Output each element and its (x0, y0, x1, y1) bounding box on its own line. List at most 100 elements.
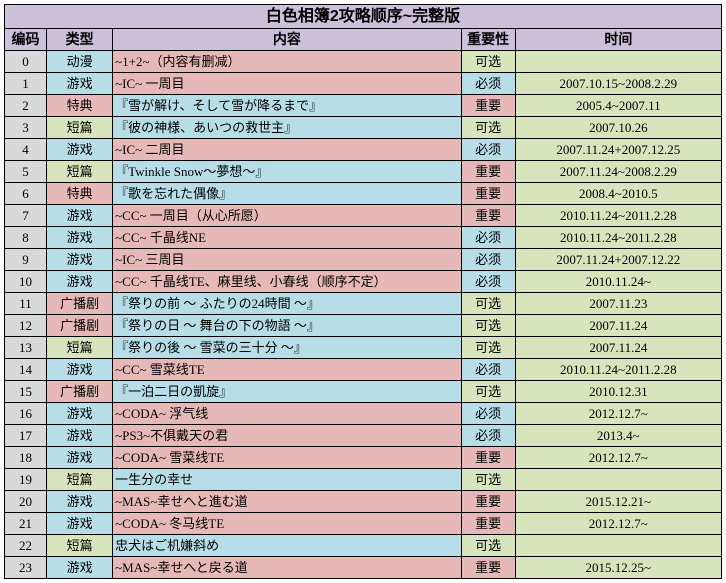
header-imp: 重要性 (461, 29, 515, 51)
cell-id: 7 (5, 205, 47, 227)
cell-content: 『Twinkle Snow～夢想～』 (113, 161, 461, 183)
header-id: 编码 (5, 29, 47, 51)
cell-id: 16 (5, 403, 47, 425)
cell-id: 13 (5, 337, 47, 359)
header-time: 时间 (515, 29, 721, 51)
cell-type: 短篇 (47, 337, 113, 359)
cell-time: 2010.12.31 (515, 381, 721, 403)
guide-table: 白色相簿2攻略顺序~完整版 编码 类型 内容 重要性 时间 0动漫~1+2~（内… (4, 4, 722, 579)
cell-content: 『一泊二日の凱旋』 (113, 381, 461, 403)
cell-importance: 必须 (461, 227, 515, 249)
cell-type: 广播剧 (47, 315, 113, 337)
cell-content: 『彼の神様、あいつの救世主』 (113, 117, 461, 139)
cell-content: ~IC~ 二周目 (113, 139, 461, 161)
cell-importance: 必须 (461, 425, 515, 447)
cell-importance: 可选 (461, 381, 515, 403)
cell-id: 4 (5, 139, 47, 161)
table-row: 12广播剧『祭りの日 ～ 舞台の下の物語 ～』可选2007.11.24 (5, 315, 722, 337)
cell-id: 3 (5, 117, 47, 139)
cell-content: ~CC~ 雪菜线TE (113, 359, 461, 381)
cell-time: 2007.11.23 (515, 293, 721, 315)
cell-id: 20 (5, 491, 47, 513)
cell-importance: 可选 (461, 315, 515, 337)
cell-content: 『祭りの後 ～ 雪菜の三十分 ～』 (113, 337, 461, 359)
table-row: 6特典『歌を忘れた偶像』重要2008.4~2010.5 (5, 183, 722, 205)
cell-time: 2007.11.24+2007.12.22 (515, 249, 721, 271)
cell-time (515, 469, 721, 491)
cell-id: 6 (5, 183, 47, 205)
cell-type: 游戏 (47, 491, 113, 513)
cell-type: 游戏 (47, 447, 113, 469)
cell-id: 17 (5, 425, 47, 447)
table-row: 10游戏~CC~ 千晶线TE、麻里线、小春线（顺序不定）必须2010.11.24… (5, 271, 722, 293)
header-row: 编码 类型 内容 重要性 时间 (5, 29, 722, 51)
cell-content: ~IC~ 三周目 (113, 249, 461, 271)
table-row: 7游戏~CC~ 一周目（从心所愿）重要2010.11.24~2011.2.28 (5, 205, 722, 227)
cell-type: 游戏 (47, 73, 113, 95)
cell-time: 2015.12.25~ (515, 557, 721, 579)
cell-id: 10 (5, 271, 47, 293)
table-row: 19短篇一生分の幸せ可选 (5, 469, 722, 491)
cell-type: 特典 (47, 95, 113, 117)
cell-type: 游戏 (47, 271, 113, 293)
cell-importance: 可选 (461, 469, 515, 491)
table-row: 14游戏~CC~ 雪菜线TE必须2010.11.24~2011.2.28 (5, 359, 722, 381)
cell-id: 21 (5, 513, 47, 535)
title-row: 白色相簿2攻略顺序~完整版 (5, 5, 722, 29)
table-row: 21游戏~CODA~ 冬马线TE重要2012.12.7~ (5, 513, 722, 535)
cell-id: 15 (5, 381, 47, 403)
cell-content: 一生分の幸せ (113, 469, 461, 491)
cell-type: 游戏 (47, 359, 113, 381)
cell-id: 23 (5, 557, 47, 579)
cell-time: 2012.12.7~ (515, 403, 721, 425)
cell-type: 特典 (47, 183, 113, 205)
cell-importance: 必须 (461, 359, 515, 381)
cell-id: 2 (5, 95, 47, 117)
cell-importance: 可选 (461, 51, 515, 73)
cell-importance: 可选 (461, 293, 515, 315)
cell-type: 游戏 (47, 403, 113, 425)
cell-id: 0 (5, 51, 47, 73)
cell-time: 2007.11.24~2008.2.29 (515, 161, 721, 183)
cell-type: 广播剧 (47, 381, 113, 403)
cell-id: 12 (5, 315, 47, 337)
cell-importance: 必须 (461, 249, 515, 271)
cell-time: 2013.4~ (515, 425, 721, 447)
table-row: 8游戏~CC~ 千晶线NE必须2010.11.24~2011.2.28 (5, 227, 722, 249)
cell-time: 2007.11.24 (515, 337, 721, 359)
cell-content: ~MAS~幸せへと進む道 (113, 491, 461, 513)
cell-type: 动漫 (47, 51, 113, 73)
table-row: 20游戏~MAS~幸せへと進む道重要2015.12.21~ (5, 491, 722, 513)
cell-type: 短篇 (47, 469, 113, 491)
cell-content: ~1+2~（内容有删减） (113, 51, 461, 73)
cell-id: 8 (5, 227, 47, 249)
cell-id: 5 (5, 161, 47, 183)
cell-type: 游戏 (47, 249, 113, 271)
cell-importance: 重要 (461, 183, 515, 205)
cell-importance: 重要 (461, 161, 515, 183)
table-row: 22短篇忠犬はご机嫌斜め可选 (5, 535, 722, 557)
cell-type: 游戏 (47, 425, 113, 447)
cell-time: 2010.11.24~2011.2.28 (515, 205, 721, 227)
cell-type: 短篇 (47, 117, 113, 139)
header-type: 类型 (47, 29, 113, 51)
cell-time (515, 535, 721, 557)
cell-time: 2010.11.24~ (515, 271, 721, 293)
cell-id: 19 (5, 469, 47, 491)
cell-importance: 重要 (461, 447, 515, 469)
cell-content: 忠犬はご机嫌斜め (113, 535, 461, 557)
cell-content: ~CODA~ 浮气线 (113, 403, 461, 425)
cell-importance: 必须 (461, 139, 515, 161)
cell-type: 游戏 (47, 227, 113, 249)
cell-id: 1 (5, 73, 47, 95)
cell-content: ~MAS~幸せへと戻る道 (113, 557, 461, 579)
table-row: 17游戏~PS3~不俱戴天の君必须2013.4~ (5, 425, 722, 447)
cell-importance: 重要 (461, 205, 515, 227)
cell-content: ~PS3~不俱戴天の君 (113, 425, 461, 447)
cell-time: 2012.12.7~ (515, 513, 721, 535)
cell-time (515, 51, 721, 73)
cell-time: 2007.10.15~2008.2.29 (515, 73, 721, 95)
cell-time: 2015.12.21~ (515, 491, 721, 513)
cell-content: 『祭りの前 ～ ふたりの24時間 ～』 (113, 293, 461, 315)
cell-time: 2012.12.7~ (515, 447, 721, 469)
